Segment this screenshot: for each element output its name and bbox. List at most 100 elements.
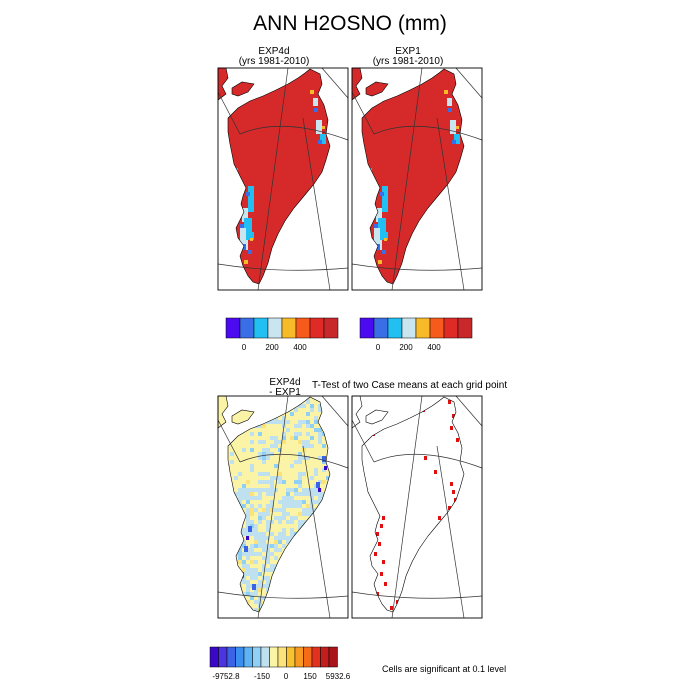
difference-cell (294, 604, 298, 608)
difference-cell (302, 512, 306, 516)
difference-cell (228, 508, 230, 512)
difference-cell (310, 408, 314, 412)
longitude-line (321, 395, 349, 427)
difference-cell (322, 612, 326, 616)
difference-cell (306, 424, 310, 428)
difference-cell (246, 612, 250, 616)
difference-cell (228, 524, 230, 528)
difference-cell (294, 460, 298, 464)
difference-cell (270, 592, 274, 596)
difference-cell (286, 504, 290, 508)
map-panel-exp4d (217, 67, 349, 291)
difference-cell (298, 452, 302, 456)
difference-cell (286, 512, 290, 516)
difference-cell (298, 484, 302, 488)
difference-cell (250, 596, 254, 600)
difference-cell (262, 568, 266, 572)
difference-cell (326, 608, 330, 612)
mid-snow-cell (444, 90, 448, 94)
difference-cell (298, 420, 302, 424)
panel4-title: T-Test of two Case means at each grid po… (312, 380, 508, 391)
longitude-line (302, 117, 331, 291)
difference-cell (326, 488, 330, 492)
difference-cell (330, 512, 334, 516)
figure-title: ANN H2OSNO (mm) (253, 12, 447, 35)
difference-cell (330, 576, 334, 580)
difference-cell (250, 544, 254, 548)
difference-cell (290, 488, 294, 492)
difference-cell (334, 432, 338, 436)
difference-cell (338, 536, 342, 540)
ellesmere-coast (365, 409, 389, 425)
difference-cell (228, 520, 230, 524)
difference-cell (290, 496, 294, 500)
difference-cell (334, 508, 338, 512)
mid-snow-cell (244, 260, 248, 264)
difference-cell (218, 600, 222, 604)
difference-cell (254, 404, 258, 408)
difference-cell (290, 528, 294, 532)
difference-cell (270, 544, 274, 548)
difference-cell (314, 472, 318, 476)
difference-cell (278, 608, 282, 612)
difference-cell (262, 556, 266, 560)
difference-cell (342, 572, 346, 576)
greenland-coastline (227, 68, 331, 285)
difference-cell (228, 504, 230, 508)
difference-cell (330, 592, 334, 596)
difference-cell (230, 460, 234, 464)
difference-cell (334, 408, 338, 412)
difference-cell (266, 504, 270, 508)
difference-cell (334, 604, 338, 608)
difference-cell (318, 608, 322, 612)
difference-cell (230, 572, 234, 576)
difference-cell (266, 548, 270, 552)
difference-cell (282, 516, 286, 520)
difference-cell (294, 436, 298, 440)
colorbar-tick-label: 200 (399, 343, 413, 352)
colorbar-box (235, 646, 245, 668)
difference-cell (266, 488, 270, 492)
difference-cell (326, 428, 330, 432)
difference-cell (234, 532, 238, 536)
difference-cell (322, 604, 326, 608)
difference-cell (238, 500, 242, 504)
difference-cell (318, 496, 322, 500)
difference-cell (302, 508, 306, 512)
ellesmere-coast (231, 409, 255, 425)
difference-cell (238, 604, 242, 608)
difference-cell (290, 560, 294, 564)
difference-cell (262, 512, 266, 516)
difference-cell (306, 524, 310, 528)
difference-cell (254, 572, 258, 576)
difference-cell (278, 600, 282, 604)
difference-cell (334, 440, 338, 444)
difference-cell-negative (318, 488, 321, 492)
difference-cell (298, 552, 302, 556)
difference-cell (230, 452, 234, 456)
difference-cell (250, 612, 254, 616)
difference-cell (254, 576, 258, 580)
difference-cell (290, 600, 294, 604)
difference-cell (310, 604, 314, 608)
difference-cell (334, 548, 338, 552)
ellesmere-coast (365, 81, 389, 97)
difference-cell (218, 576, 222, 580)
difference-cell (222, 512, 226, 516)
difference-cell (254, 608, 258, 612)
difference-cell (242, 540, 246, 544)
difference-cell (246, 492, 250, 496)
significant-cell (412, 568, 415, 572)
snow-field (362, 69, 464, 284)
difference-cell (254, 568, 258, 572)
difference-cell (238, 608, 242, 612)
difference-cell (270, 568, 274, 572)
difference-cell (234, 564, 238, 568)
difference-cell (262, 456, 266, 460)
difference-cell (294, 560, 298, 564)
difference-cell (326, 568, 330, 572)
difference-cell (242, 560, 246, 564)
difference-cell (262, 488, 266, 492)
difference-cell (282, 508, 286, 512)
difference-cell (222, 528, 226, 532)
